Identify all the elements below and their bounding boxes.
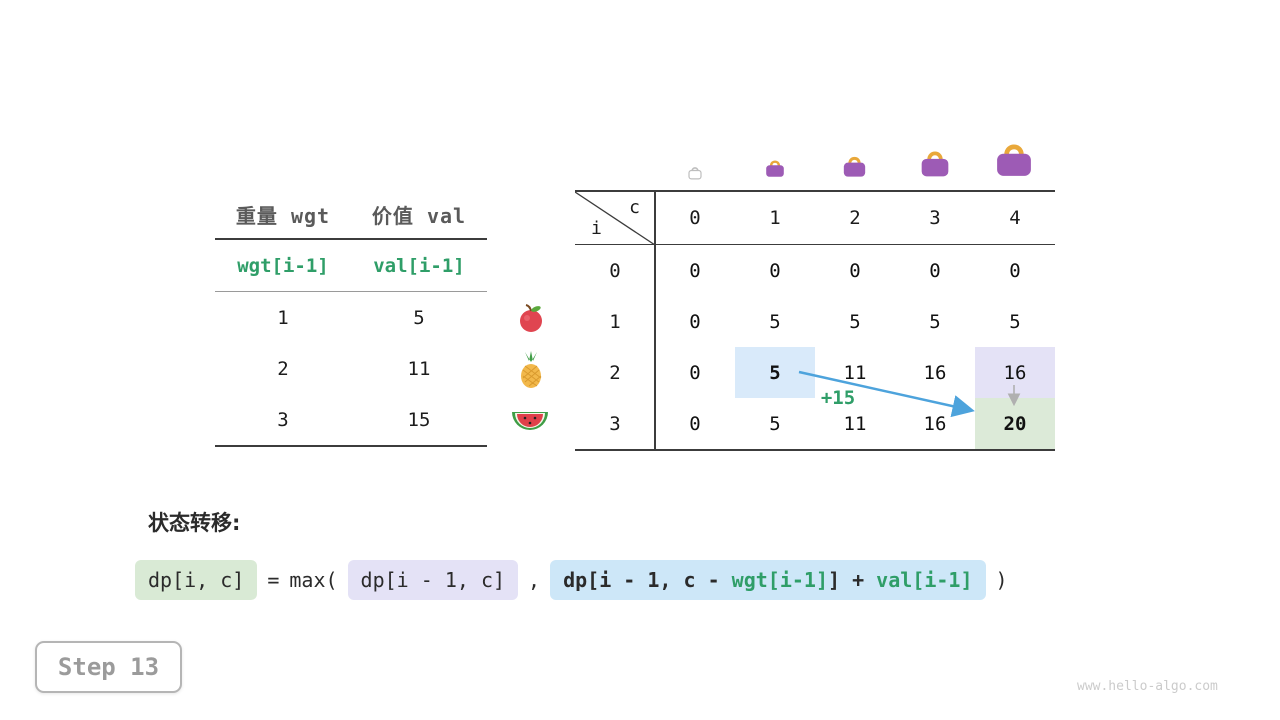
- item-weight: 3: [277, 408, 289, 431]
- formula-close-paren: ): [995, 568, 1008, 592]
- dp-cell: 0: [689, 259, 701, 282]
- bag-small-icon: [764, 158, 786, 182]
- formula-arg2-wgt: wgt[i-1]: [731, 568, 828, 592]
- dp-cell: 0: [929, 259, 941, 282]
- wgt-formula: wgt[i-1]: [237, 254, 329, 277]
- dp-col-header: 2: [849, 207, 861, 229]
- item-value: 15: [407, 408, 431, 431]
- transition-section-label: 状态转移:: [148, 511, 241, 535]
- item-row: 3 15: [215, 394, 487, 445]
- dp-row-header: 0: [609, 259, 621, 282]
- dp-cell: 0: [689, 310, 701, 333]
- dp-cell: 11: [843, 412, 867, 435]
- dp-table: c i 0 1 2 3 4 0 0 0 0 0 0 1 0 5 5 5 5 2: [575, 190, 1055, 451]
- items-formula-row: wgt[i-1] val[i-1]: [215, 240, 487, 292]
- dp-row: 0 0 0 0 0 0: [575, 245, 1055, 296]
- item-weight: 2: [277, 357, 289, 380]
- item-weight: 1: [277, 306, 289, 329]
- dp-row-header: 2: [609, 361, 621, 384]
- dp-col-header: 0: [689, 207, 701, 229]
- dp-cell: 5: [1009, 310, 1021, 333]
- item-value: 5: [413, 306, 425, 329]
- watermelon-icon: [510, 406, 548, 440]
- dp-row: 1 0 5 5 5 5: [575, 296, 1055, 347]
- formula-max-open: max(: [289, 568, 338, 592]
- value-column-header: 价值 val: [371, 203, 467, 228]
- bag-large-icon: [918, 148, 952, 182]
- item-value: 11: [407, 357, 431, 380]
- bag-xlarge-icon: [992, 140, 1036, 182]
- items-rows: 1 5 2 11 3 15: [215, 292, 487, 447]
- dp-cell-highlight-compare: 16: [975, 347, 1055, 398]
- dp-cell: 16: [923, 361, 947, 384]
- formula-arg2-val: val[i-1]: [876, 568, 973, 592]
- item-index-var-label: i: [591, 218, 602, 239]
- bag-medium-icon: [841, 154, 868, 182]
- val-formula: val[i-1]: [373, 254, 465, 277]
- dp-cell: 5: [769, 412, 781, 435]
- dp-cell: 5: [849, 310, 861, 333]
- capacity-var-label: c: [629, 197, 640, 218]
- bag-outline-icon: [687, 165, 703, 184]
- dp-cell: 5: [929, 310, 941, 333]
- dp-row-header: 1: [609, 310, 621, 333]
- apple-icon: [514, 302, 548, 336]
- dp-col-header: 3: [929, 207, 941, 229]
- dp-col-header: 4: [1009, 207, 1021, 229]
- items-table-header: 重量 wgt 价值 val: [215, 190, 487, 240]
- dp-cell: 0: [689, 361, 701, 384]
- dp-cell: 16: [923, 412, 947, 435]
- step-indicator: Step 13: [35, 641, 182, 693]
- dp-cell: 0: [1009, 259, 1021, 282]
- pineapple-icon: [514, 350, 548, 388]
- dp-cell-highlight-source: 5: [735, 347, 815, 398]
- formula-arg2-prefix: dp[i - 1, c -: [563, 568, 732, 592]
- dp-corner-cell: c i: [575, 192, 655, 245]
- dp-cell: 0: [849, 259, 861, 282]
- corner-diagonal-line: [575, 192, 655, 245]
- dp-cell: 0: [689, 412, 701, 435]
- value-gain-annotation: +15: [820, 387, 856, 409]
- dp-cell-highlight-target: 20: [975, 398, 1055, 449]
- formula-arg2-mid: ] +: [828, 568, 877, 592]
- dp-cell: 0: [769, 259, 781, 282]
- dp-table-divider: [654, 192, 656, 449]
- watermark: www.hello-algo.com: [1077, 679, 1218, 694]
- items-table: 重量 wgt 价值 val wgt[i-1] val[i-1] 1 5 2 11…: [215, 190, 487, 447]
- transition-formula: dp[i, c] = max( dp[i - 1, c] , dp[i - 1,…: [135, 560, 1008, 600]
- formula-comma: ,: [528, 568, 541, 592]
- formula-lhs: dp[i, c]: [135, 560, 258, 600]
- dp-cell: 5: [769, 310, 781, 333]
- formula-arg2: dp[i - 1, c - wgt[i-1]] + val[i-1]: [550, 560, 986, 600]
- dp-table-header: c i 0 1 2 3 4: [575, 192, 1055, 245]
- formula-equals: =: [267, 568, 280, 592]
- item-row: 2 11: [215, 343, 487, 394]
- dp-row-header: 3: [609, 412, 621, 435]
- weight-column-header: 重量 wgt: [235, 203, 331, 228]
- formula-arg1: dp[i - 1, c]: [347, 560, 519, 600]
- dp-col-header: 1: [769, 207, 781, 229]
- item-row: 1 5: [215, 292, 487, 343]
- dp-row: 3 0 5 11 16 20: [575, 398, 1055, 449]
